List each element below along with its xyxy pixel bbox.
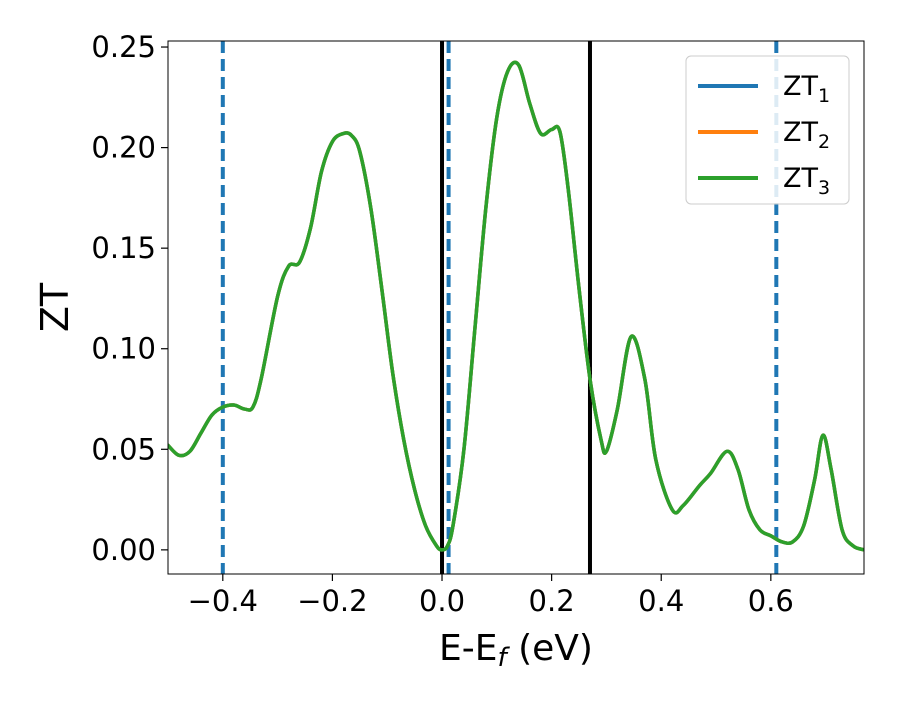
x-tick-label: 0.4 (638, 584, 684, 618)
series-line-zt3 (168, 60, 864, 552)
series-lines (168, 60, 864, 552)
x-axis-label: E-Ef (eV) (439, 628, 593, 673)
y-tick-label: 0.25 (91, 30, 156, 64)
legend: ZT1 ZT2 ZT3 (685, 55, 850, 205)
y-tick-label: 0.00 (91, 533, 156, 567)
x-tick-label: 0.6 (748, 584, 794, 618)
y-axis-ticks: 0.00 0.05 0.10 0.15 0.20 0.25 (91, 30, 168, 567)
legend-entry-zt3: ZT3 (698, 163, 830, 199)
plot-frame (167, 40, 865, 575)
x-tick-label: 0.2 (529, 584, 575, 618)
legend-label: ZT3 (783, 163, 830, 199)
x-tick-label: −0.2 (297, 584, 367, 618)
x-tick-label: −0.4 (188, 584, 258, 618)
y-tick-label: 0.10 (91, 332, 156, 366)
y-tick-label: 0.20 (91, 131, 156, 165)
vertical-markers (220, 41, 779, 574)
x-axis-ticks: −0.4 −0.2 0.0 0.2 0.4 0.6 (188, 574, 794, 618)
y-tick-label: 0.05 (91, 432, 156, 466)
legend-entry-zt1: ZT1 (698, 71, 830, 107)
y-tick-label: 0.15 (91, 231, 156, 265)
legend-label: ZT2 (783, 117, 830, 153)
legend-box (685, 55, 850, 205)
y-axis-label: ZT (33, 282, 77, 332)
legend-entry-zt2: ZT2 (698, 117, 830, 153)
legend-label: ZT1 (783, 71, 830, 107)
x-tick-label: 0.0 (419, 584, 465, 618)
